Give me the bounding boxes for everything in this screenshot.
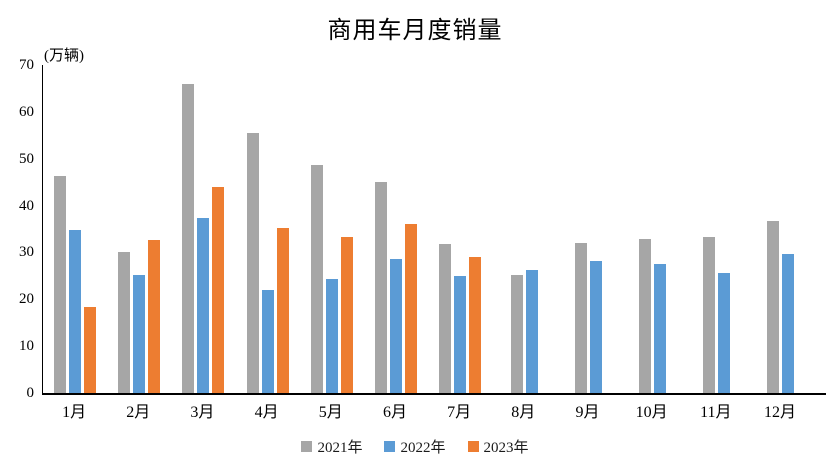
x-axis-label: 12月 <box>763 404 796 421</box>
legend-item: 2022年 <box>384 436 446 457</box>
chart-title: 商用车月度销量 <box>327 18 503 44</box>
bar <box>69 229 82 393</box>
x-axis-label: 3月 <box>190 404 215 421</box>
bar-group <box>749 65 813 393</box>
y-axis-ticks: 0 10 20 30 40 50 60 70 <box>0 57 34 401</box>
legend-item: 2021年 <box>301 436 362 457</box>
bar <box>654 263 667 393</box>
legend-item: 2023年 <box>467 436 529 457</box>
bar <box>454 276 467 393</box>
x-axis-label: 7月 <box>447 404 472 421</box>
bar <box>84 307 97 393</box>
bar <box>310 164 323 393</box>
x-axis-label: 4月 <box>254 404 279 421</box>
plot-area <box>42 65 813 393</box>
x-axis-label: 5月 <box>318 404 343 421</box>
y-tick-label: 70 <box>19 57 34 73</box>
bar <box>510 274 523 393</box>
bar-group <box>171 65 235 393</box>
legend-swatch-icon <box>301 441 313 452</box>
bar <box>703 236 716 393</box>
bar <box>639 238 652 393</box>
x-axis-label: 10月 <box>635 404 668 421</box>
bar <box>118 251 131 393</box>
x-axis-label: 11月 <box>700 404 732 421</box>
legend-label: 2021年 <box>317 440 363 456</box>
bar-group <box>685 65 749 393</box>
legend: 2021年 2022年 2023年 <box>0 436 830 457</box>
y-tick-label: 30 <box>19 244 34 261</box>
bar <box>525 270 538 393</box>
bar-group <box>428 65 492 393</box>
y-tick-label: 20 <box>19 291 34 308</box>
bar <box>404 223 417 393</box>
bar-group <box>43 65 107 393</box>
x-axis-label: 2月 <box>126 404 151 421</box>
y-tick-label: 60 <box>19 103 34 120</box>
bar <box>197 218 210 393</box>
bar <box>718 272 731 393</box>
legend-label: 2023年 <box>483 440 529 456</box>
x-axis-labels: 1月 2月 3月 4月 5月 6月 7月 8月 9月 10月 11月 12月 <box>42 398 812 422</box>
x-axis-label: 8月 <box>511 404 536 421</box>
bar <box>439 244 452 393</box>
y-tick-label: 0 <box>26 385 35 401</box>
bar <box>340 236 353 393</box>
bar <box>261 290 274 393</box>
bar <box>148 239 161 393</box>
y-tick-label: 50 <box>19 150 34 167</box>
bar <box>782 254 795 393</box>
legend-label: 2022年 <box>400 440 446 456</box>
x-axis-line <box>42 393 826 395</box>
bar <box>374 181 387 393</box>
bar-group <box>621 65 685 393</box>
bar <box>182 84 195 393</box>
bar <box>589 260 602 393</box>
y-tick-label: 40 <box>19 197 34 214</box>
bar-group <box>236 65 300 393</box>
bar-group <box>300 65 364 393</box>
bar-group <box>492 65 556 393</box>
bar <box>469 256 482 393</box>
bar <box>574 242 587 393</box>
y-axis-unit-label: (万辆) <box>44 48 84 64</box>
bar <box>212 187 225 393</box>
x-axis-label: 6月 <box>382 404 407 421</box>
bar-group <box>556 65 620 393</box>
bar-group <box>364 65 428 393</box>
bar <box>133 274 146 393</box>
bar <box>246 132 259 393</box>
legend-swatch-icon <box>384 441 396 452</box>
x-axis-label: 9月 <box>575 404 600 421</box>
plot-groups <box>43 65 813 393</box>
bar-group <box>107 65 171 393</box>
bar <box>276 227 289 393</box>
bar <box>767 221 780 393</box>
legend-swatch-icon <box>467 441 479 452</box>
bar <box>54 175 67 393</box>
x-axis-label: 1月 <box>62 404 87 421</box>
bar <box>389 259 402 393</box>
y-tick-label: 10 <box>19 338 34 355</box>
bar <box>325 279 338 393</box>
